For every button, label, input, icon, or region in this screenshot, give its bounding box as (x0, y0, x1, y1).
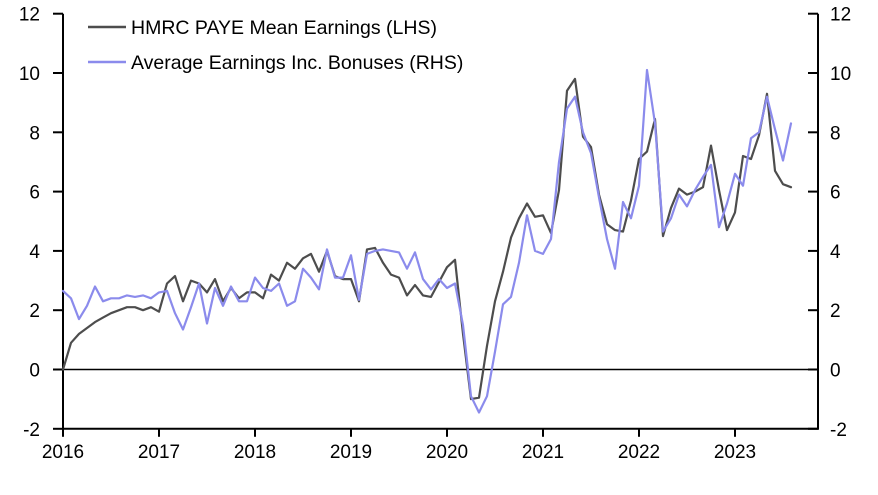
legend: HMRC PAYE Mean Earnings (LHS) Average Ea… (88, 17, 463, 74)
x-axis-tick-label: 2022 (618, 442, 660, 463)
legend-label-average-earnings: Average Earnings Inc. Bonuses (RHS) (131, 52, 463, 74)
axes (62, 13, 819, 430)
x-axis-tick-label: 2020 (426, 442, 468, 463)
right-axis-tick-label: 8 (830, 123, 841, 144)
legend-label-hmrc-paye: HMRC PAYE Mean Earnings (LHS) (131, 17, 437, 39)
x-axis-tick-label: 2017 (138, 442, 180, 463)
x-axis-tick-label: 2018 (234, 442, 276, 463)
right-axis-tick-label: 6 (830, 183, 841, 204)
right-axis-tick-label: 10 (830, 64, 851, 85)
x-axis-tick-label: 2016 (42, 442, 84, 463)
left-axis-tick-label: 6 (29, 183, 40, 204)
right-axis-tick-label: 2 (830, 301, 841, 322)
left-axis-tick-label: 10 (19, 64, 40, 85)
right-axis-tick-label: 0 (830, 361, 841, 382)
left-axis-tick-label: -2 (23, 420, 40, 441)
series-line-average-earnings (61, 68, 793, 414)
left-axis-tick-label: 12 (19, 5, 40, 26)
left-axis-tick-label: 2 (29, 301, 40, 322)
x-axis-tick-label: 2021 (522, 442, 564, 463)
right-axis-tick-label: -2 (830, 420, 847, 441)
series-lines (61, 68, 793, 414)
right-axis-tick-label: 12 (830, 5, 851, 26)
axis-tick-labels: -2 0 2 4 6 8 10 12 -2 0 2 4 6 8 10 12 2016 2017 2018 2019 20… (19, 5, 851, 463)
left-axis-tick-label: 8 (29, 123, 40, 144)
axis-ticks (53, 12, 818, 437)
right-axis-tick-label: 4 (830, 242, 841, 263)
x-axis-tick-label: 2023 (714, 442, 756, 463)
left-axis-tick-label: 0 (29, 361, 40, 382)
left-axis-tick-label: 4 (29, 242, 40, 263)
series-line-hmrc-paye (61, 77, 793, 401)
x-axis-tick-label: 2019 (330, 442, 372, 463)
